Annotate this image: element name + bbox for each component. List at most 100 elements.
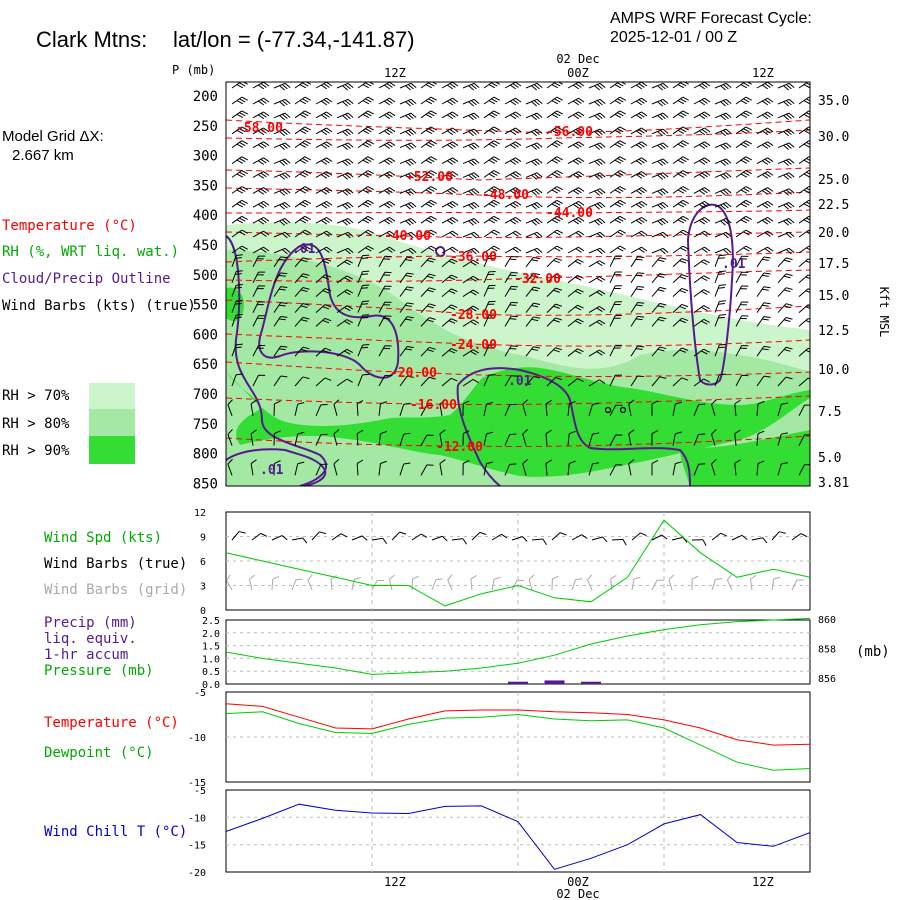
wind-barb-true [631, 532, 647, 541]
height-tick: 3.81 [818, 476, 849, 491]
label-liq-equiv: liq. equiv. [44, 631, 137, 647]
wind-barb [294, 316, 310, 327]
isotherm-28 [226, 299, 810, 316]
wind-barb [545, 459, 552, 476]
pressure-axis-label: P (mb) [172, 63, 215, 77]
isotherm-36 [226, 251, 810, 263]
wind-barb [798, 140, 810, 149]
wind-barb [273, 218, 291, 226]
wind-barb [672, 229, 689, 238]
wind-barb [588, 319, 606, 327]
wind-barb [567, 157, 585, 165]
wind-barb [630, 302, 645, 313]
wind-barb [231, 313, 243, 327]
wind-barb [588, 218, 606, 226]
wind-barb [357, 215, 374, 224]
wind-barb [798, 258, 810, 268]
wind-barb-true [531, 538, 547, 546]
wind-barb [609, 255, 622, 268]
wind-barb [672, 303, 689, 313]
wind-barb [756, 171, 774, 179]
wind-barb [399, 375, 414, 387]
wind-barb [588, 402, 600, 416]
wind-barb [252, 187, 270, 195]
wind-barb [546, 229, 563, 238]
wind-barb [294, 461, 305, 476]
wind-barb [315, 157, 333, 165]
wind-barb [336, 202, 354, 210]
wind-barb [588, 289, 606, 298]
wind-barb [315, 141, 333, 149]
wind-barb [231, 343, 243, 357]
wind-barb [609, 271, 622, 284]
wind-barb [734, 429, 741, 446]
pressure-tick: 700 [193, 387, 218, 403]
wind-barb [399, 272, 414, 284]
precip-bars [508, 680, 601, 684]
wind-barb [735, 156, 752, 165]
pressure-tick: 850 [193, 476, 218, 492]
wind-barb [609, 110, 626, 119]
wind-barb [294, 96, 311, 105]
wind-barb [777, 462, 788, 476]
wind-barb [357, 314, 370, 327]
wind-barb [630, 97, 648, 106]
wind-barb [735, 374, 749, 387]
wind-barb [252, 345, 266, 357]
wind-barb [651, 98, 669, 107]
wind-barb-grid [791, 579, 804, 591]
wind-barb [546, 273, 563, 284]
wind-barb-true [391, 531, 407, 541]
wind-barb [651, 202, 669, 210]
wind-barb [714, 270, 727, 283]
wind-barb [294, 257, 310, 268]
wind-barb-grid [749, 574, 757, 591]
wind-barb [777, 218, 795, 226]
wind-barb [693, 187, 711, 195]
wind-barb [420, 229, 437, 238]
wind-barb [252, 255, 266, 268]
wind-barb [714, 112, 732, 121]
wind-barb [525, 128, 543, 137]
wind-barb [315, 274, 332, 284]
wind-barb [567, 288, 584, 297]
pressure-tick: 600 [193, 327, 218, 343]
wind-barb [504, 256, 518, 268]
wind-barb [651, 346, 667, 357]
wind-barb [441, 200, 459, 209]
wind-barb [357, 170, 374, 178]
wind-barb [420, 170, 437, 178]
wind-barb [735, 170, 752, 178]
wind-barb [420, 317, 436, 327]
wind-barb [525, 247, 543, 255]
wind-barb [399, 98, 417, 107]
wind-barb [420, 434, 434, 446]
wind-barb [399, 112, 417, 121]
isotherm-label: -12.00 [436, 440, 483, 455]
wind-barb [609, 156, 626, 165]
wind-barb [672, 82, 689, 89]
wind-barb [378, 230, 396, 238]
cloud-label: .01 [260, 463, 284, 478]
wind-barb [567, 141, 585, 149]
wind-barb [294, 287, 310, 297]
wind-barb [609, 404, 623, 417]
wind-barb-grid [511, 579, 524, 591]
wind-barb [735, 110, 752, 119]
wind-barb [651, 247, 669, 255]
wind-barb [378, 171, 396, 179]
wind-barb [399, 82, 417, 91]
wind-barb [357, 229, 374, 238]
wind-barb [567, 274, 584, 284]
wind-barb [693, 318, 710, 327]
wind-barb [378, 187, 396, 195]
wind-barb [567, 378, 584, 387]
label-accum: 1-hr accum [44, 647, 128, 663]
wind-barb [609, 374, 622, 387]
wind-barb [798, 170, 810, 178]
wind-barb-grid [771, 576, 781, 591]
wind-barb-true [451, 538, 468, 545]
wind-barb [672, 215, 689, 224]
wind-barb [525, 218, 543, 226]
